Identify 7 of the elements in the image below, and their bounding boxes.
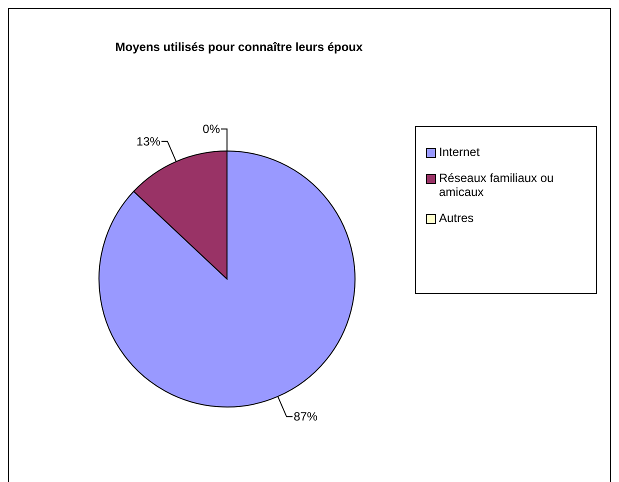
data-label: 87% [294,410,318,424]
text: 0% [202,122,220,136]
legend-label: Réseaux familiaux ou amicaux [439,171,555,199]
data-label: 13% [136,134,161,148]
legend-label: Internet [439,145,480,159]
chart-title: Moyens utilisés pour connaître leurs époux [114,40,364,54]
legend-label: Autres [439,211,474,225]
